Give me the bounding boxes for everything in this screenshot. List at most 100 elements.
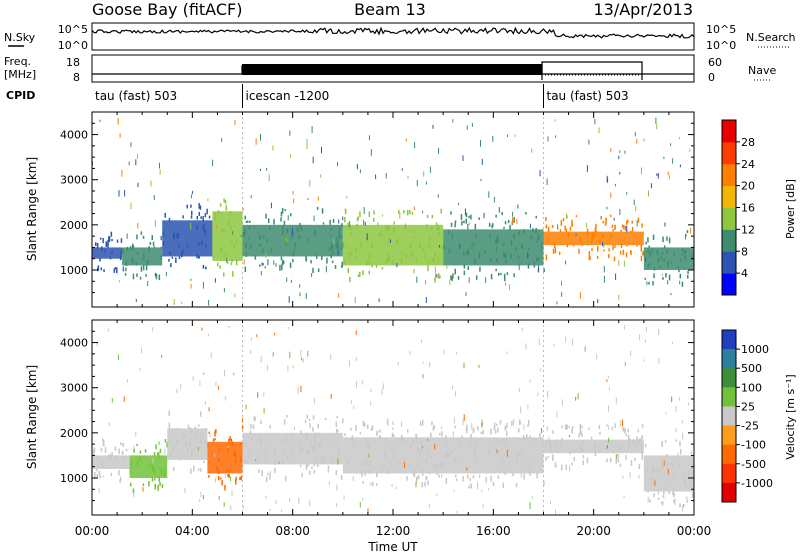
echo-cell (515, 246, 517, 252)
echo-cell (591, 231, 594, 238)
echo-cell (575, 215, 578, 218)
echo-cell (202, 223, 205, 230)
echo-cell (364, 446, 367, 450)
echo-cell (497, 475, 500, 479)
echo-cell (398, 209, 400, 214)
echo-cell (391, 432, 394, 438)
scatter-cell (260, 133, 261, 141)
scatter-cell (569, 464, 571, 472)
echo-cell (99, 258, 101, 262)
echo-cell (116, 267, 118, 274)
scatter-cell (119, 133, 121, 138)
scatter-cell (130, 142, 132, 147)
echo-cell (597, 245, 599, 252)
scatter-cell (359, 169, 361, 174)
echo-cell (558, 251, 561, 255)
echo-cell (579, 239, 582, 242)
echo-cell (274, 461, 276, 466)
echo-cell (496, 423, 498, 426)
echo-cell (656, 249, 659, 256)
echo-cell (248, 454, 250, 459)
echo-cell (625, 433, 628, 437)
scatter-cell (275, 499, 277, 505)
echo-cell (640, 255, 643, 262)
scatter-cell (506, 450, 508, 457)
echo-cell (191, 450, 193, 457)
echo-cell (400, 435, 403, 441)
scatter-cell (190, 283, 192, 289)
echo-cell (229, 436, 231, 441)
echo-cell (220, 246, 222, 253)
echo-cell (429, 432, 432, 436)
scatter-cell (586, 222, 588, 229)
echo-cell (621, 224, 624, 228)
echo-cell (545, 217, 547, 222)
y-tick-label: 4000 (60, 129, 88, 142)
scatter-cell (685, 236, 686, 240)
scatter-cell (529, 379, 531, 383)
echo-cell (600, 215, 602, 220)
echo-cell (497, 467, 499, 471)
echo-cell (582, 455, 585, 459)
scatter-cell (135, 431, 137, 437)
echo-cell (298, 235, 301, 239)
echo-cell (259, 264, 261, 267)
echo-cell (610, 457, 612, 463)
cpid-segment-label: tau (fast) 503 (547, 89, 629, 103)
echo-cell (580, 448, 583, 452)
echo-cell (368, 270, 370, 275)
scatter-cell (230, 505, 232, 511)
colorbar-tick-label: 1000 (741, 343, 769, 356)
echo-cell (569, 451, 571, 455)
echo-cell (231, 258, 233, 263)
scatter-cell (264, 266, 266, 269)
echo-cell (573, 456, 575, 462)
echo-cell (462, 476, 464, 482)
echo-cell (641, 223, 643, 228)
scatter-cell (672, 474, 674, 481)
echo-cell (226, 469, 229, 473)
scatter-cell (217, 385, 219, 390)
scatter-cell (299, 292, 301, 297)
scatter-cell (337, 458, 339, 465)
scatter-cell (505, 438, 507, 445)
echo-cell (532, 443, 534, 447)
echo-cell (632, 439, 635, 444)
scatter-cell (254, 225, 256, 228)
scatter-cell (462, 155, 464, 161)
colorbar-swatch (722, 406, 736, 427)
echo-cell (160, 255, 162, 260)
scatter-cell (289, 351, 291, 359)
echo-cell (280, 256, 283, 261)
scatter-cell (346, 470, 348, 474)
scatter-cell (223, 288, 225, 293)
scatter-cell (117, 118, 119, 125)
scatter-cell (330, 393, 332, 399)
echo-cell (591, 248, 593, 252)
echo-cell (415, 433, 417, 438)
echo-cell (682, 472, 685, 477)
echo-cell (221, 479, 223, 486)
echo-cell (505, 253, 507, 258)
scatter-cell (594, 118, 596, 125)
scatter-cell (607, 375, 609, 379)
scatter-cell (152, 457, 154, 464)
echo-cell (475, 439, 477, 445)
echo-cell (518, 453, 520, 456)
scatter-cell (679, 280, 681, 285)
scatter-cell (370, 149, 372, 156)
echo-cell (630, 250, 632, 256)
scatter-cell (184, 487, 186, 494)
echo-cell (316, 462, 319, 468)
scatter-cell (667, 171, 669, 176)
echo-cell (435, 222, 438, 225)
scatter-cell (346, 196, 348, 199)
echo-cell (445, 435, 447, 439)
scatter-cell (403, 462, 405, 468)
scatter-cell (664, 222, 666, 227)
echo-cell (259, 234, 261, 239)
echo-cell (628, 442, 631, 449)
echo-cell (159, 448, 162, 454)
scatter-cell (671, 396, 673, 403)
scatter-cell (467, 223, 469, 230)
